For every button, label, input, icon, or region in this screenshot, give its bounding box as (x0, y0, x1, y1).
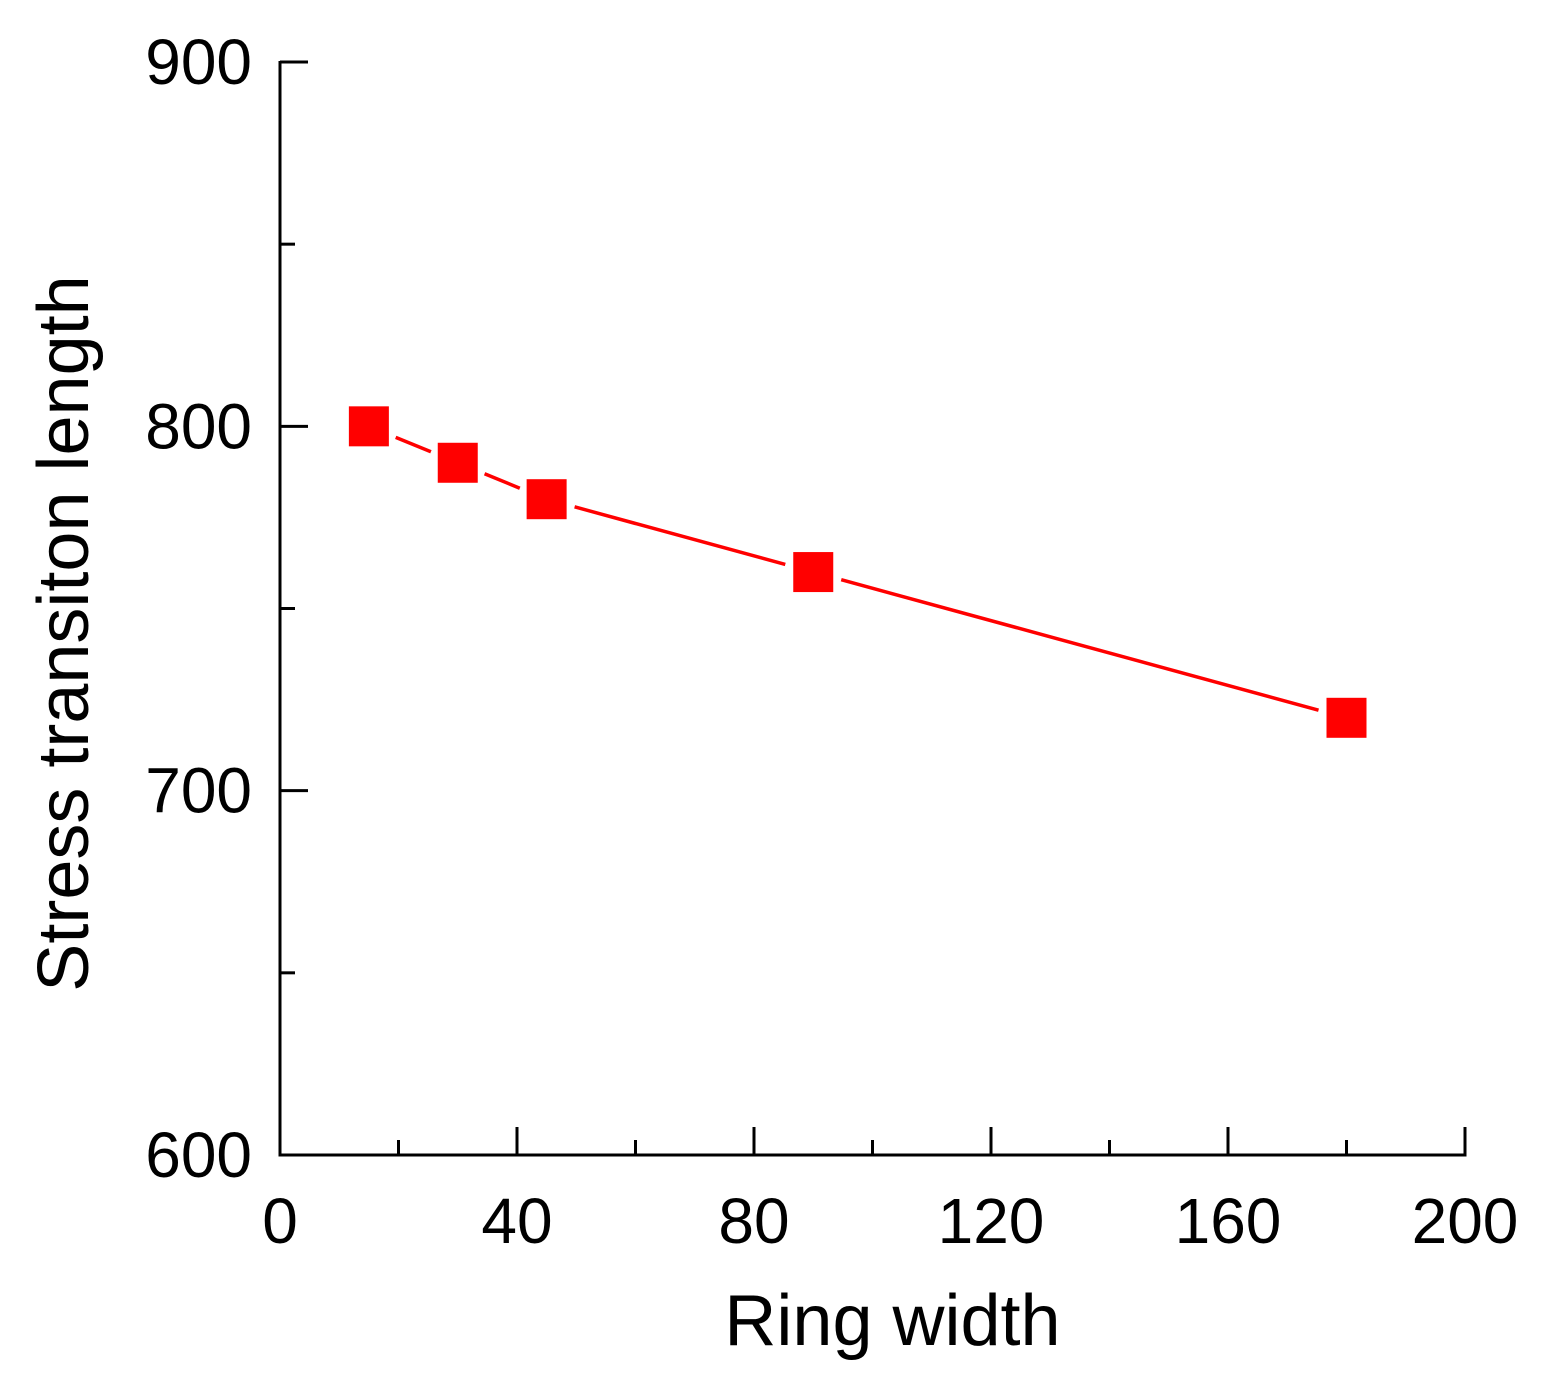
axes (278, 61, 1467, 1157)
data-point-marker (437, 442, 478, 483)
series-line-segment (395, 435, 432, 454)
x-axis-ticks: 0 40 80 120 160 200 (262, 1127, 1518, 1257)
series-line-segment (840, 578, 1319, 712)
x-tick-label: 120 (938, 1185, 1045, 1257)
y-tick-label: 800 (145, 390, 252, 462)
y-axis-ticks: 600 700 800 900 (145, 26, 308, 1191)
y-axis-title: Stress transiton length (24, 275, 104, 991)
x-tick-label: 160 (1175, 1185, 1282, 1257)
x-tick-label: 40 (481, 1185, 552, 1257)
series-line-segment (483, 472, 521, 490)
data-point-marker (348, 406, 389, 447)
x-tick-label: 80 (718, 1185, 789, 1257)
y-tick-label: 600 (145, 1119, 252, 1191)
x-tick-label: 200 (1412, 1185, 1519, 1257)
y-tick-label: 700 (145, 755, 252, 827)
series-line-segment (574, 505, 786, 567)
data-point-marker (793, 552, 834, 593)
series-group (348, 406, 1367, 738)
x-axis-title: Ring width (724, 1281, 1060, 1361)
data-point-marker (1326, 697, 1367, 738)
data-point-marker (526, 479, 567, 520)
y-tick-label: 900 (145, 26, 252, 98)
x-tick-label: 0 (262, 1185, 298, 1257)
